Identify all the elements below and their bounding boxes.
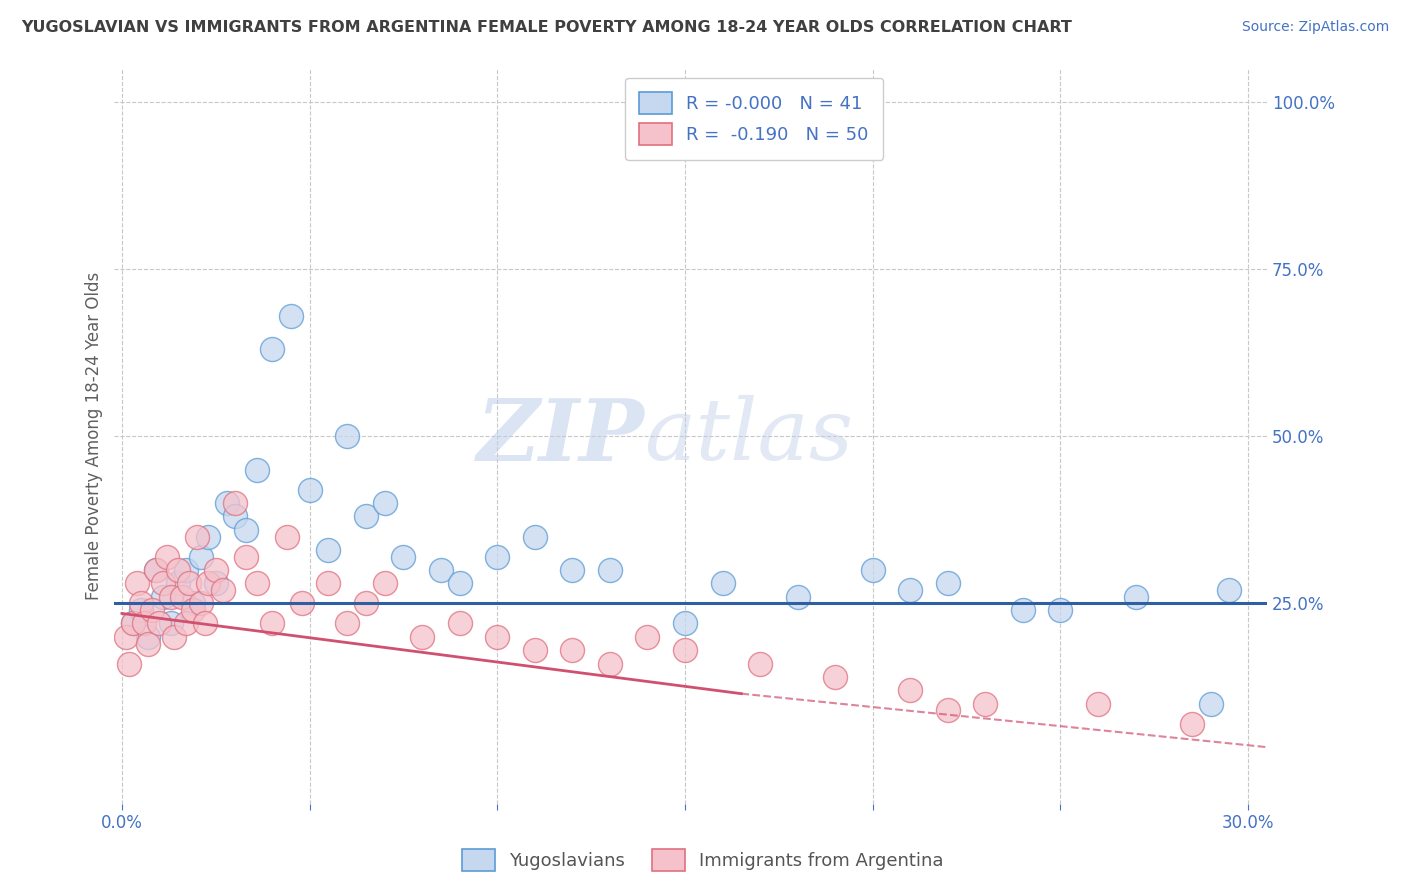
Point xyxy=(190,596,212,610)
Point xyxy=(118,657,141,671)
Point xyxy=(637,630,659,644)
Point xyxy=(974,697,997,711)
Point xyxy=(246,463,269,477)
Point xyxy=(152,590,174,604)
Legend: Yugoslavians, Immigrants from Argentina: Yugoslavians, Immigrants from Argentina xyxy=(456,842,950,879)
Point xyxy=(122,616,145,631)
Point xyxy=(449,616,471,631)
Text: atlas: atlas xyxy=(644,395,853,477)
Point xyxy=(318,542,340,557)
Point xyxy=(411,630,433,644)
Point xyxy=(673,643,696,657)
Point xyxy=(262,343,284,357)
Point xyxy=(318,576,340,591)
Point xyxy=(786,590,808,604)
Point xyxy=(156,549,179,564)
Text: YUGOSLAVIAN VS IMMIGRANTS FROM ARGENTINA FEMALE POVERTY AMONG 18-24 YEAR OLDS CO: YUGOSLAVIAN VS IMMIGRANTS FROM ARGENTINA… xyxy=(21,20,1071,35)
Point xyxy=(1012,603,1035,617)
Point xyxy=(374,496,396,510)
Point xyxy=(898,683,921,698)
Point xyxy=(179,576,201,591)
Point xyxy=(145,563,167,577)
Point xyxy=(224,509,246,524)
Point xyxy=(148,616,170,631)
Point xyxy=(159,590,181,604)
Point xyxy=(336,616,359,631)
Point xyxy=(204,576,226,591)
Point xyxy=(224,496,246,510)
Point xyxy=(1125,590,1147,604)
Point xyxy=(862,563,884,577)
Point xyxy=(673,616,696,631)
Point xyxy=(298,483,321,497)
Point xyxy=(711,576,734,591)
Point xyxy=(1049,603,1071,617)
Legend: R = -0.000   N = 41, R =  -0.190   N = 50: R = -0.000 N = 41, R = -0.190 N = 50 xyxy=(624,78,883,160)
Point xyxy=(486,630,509,644)
Point xyxy=(374,576,396,591)
Point xyxy=(190,549,212,564)
Point xyxy=(114,630,136,644)
Text: ZIP: ZIP xyxy=(477,394,644,478)
Point xyxy=(204,563,226,577)
Point xyxy=(167,563,190,577)
Point xyxy=(125,576,148,591)
Point xyxy=(354,596,377,610)
Point xyxy=(141,603,163,617)
Point xyxy=(197,530,219,544)
Text: Source: ZipAtlas.com: Source: ZipAtlas.com xyxy=(1241,20,1389,34)
Point xyxy=(122,616,145,631)
Point xyxy=(136,630,159,644)
Point xyxy=(449,576,471,591)
Point xyxy=(145,563,167,577)
Point xyxy=(1199,697,1222,711)
Point xyxy=(129,603,152,617)
Point xyxy=(215,496,238,510)
Point xyxy=(561,563,583,577)
Point xyxy=(1218,582,1240,597)
Point xyxy=(197,576,219,591)
Point xyxy=(167,576,190,591)
Point xyxy=(129,596,152,610)
Point xyxy=(262,616,284,631)
Point xyxy=(749,657,772,671)
Point xyxy=(1087,697,1109,711)
Point xyxy=(163,630,186,644)
Point xyxy=(136,636,159,650)
Point xyxy=(936,703,959,717)
Point xyxy=(134,616,156,631)
Point xyxy=(276,530,298,544)
Point xyxy=(824,670,846,684)
Point xyxy=(186,530,208,544)
Point xyxy=(523,530,546,544)
Point xyxy=(561,643,583,657)
Point xyxy=(235,549,257,564)
Point xyxy=(936,576,959,591)
Point xyxy=(280,309,302,323)
Point xyxy=(898,582,921,597)
Point xyxy=(181,596,204,610)
Point xyxy=(599,657,621,671)
Point xyxy=(354,509,377,524)
Point xyxy=(291,596,314,610)
Point xyxy=(174,563,197,577)
Point xyxy=(193,616,215,631)
Point xyxy=(1181,716,1204,731)
Point xyxy=(246,576,269,591)
Point xyxy=(174,616,197,631)
Point xyxy=(486,549,509,564)
Y-axis label: Female Poverty Among 18-24 Year Olds: Female Poverty Among 18-24 Year Olds xyxy=(86,272,103,600)
Point xyxy=(599,563,621,577)
Point xyxy=(212,582,235,597)
Point xyxy=(152,576,174,591)
Point xyxy=(430,563,453,577)
Point xyxy=(159,616,181,631)
Point xyxy=(336,429,359,443)
Point xyxy=(181,603,204,617)
Point xyxy=(523,643,546,657)
Point xyxy=(170,590,193,604)
Point xyxy=(235,523,257,537)
Point xyxy=(392,549,415,564)
